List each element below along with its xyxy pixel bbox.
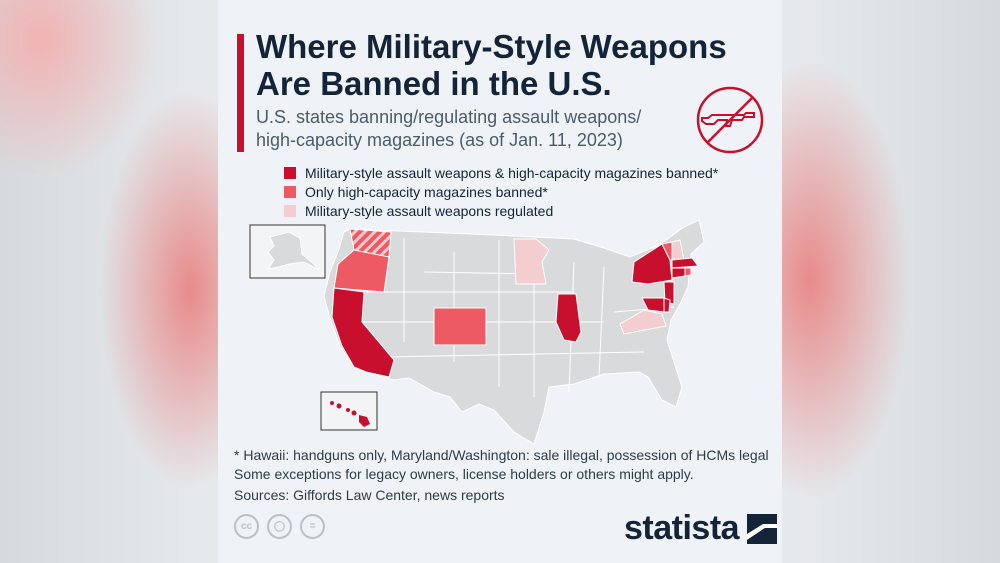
legend-label: Only high-capacity magazines banned* bbox=[305, 183, 548, 200]
legend-label: Military-style assault weapons regulated bbox=[305, 202, 554, 219]
state-oregon bbox=[333, 249, 390, 293]
state-delaware bbox=[663, 297, 671, 313]
legend: Military-style assault weapons & high-ca… bbox=[284, 163, 718, 220]
license-icons: cc ◯ = bbox=[234, 514, 325, 539]
state-connecticut bbox=[671, 267, 686, 279]
legend-item-magazines-only: Only high-capacity magazines banned* bbox=[284, 182, 718, 201]
no-rifle-icon bbox=[694, 84, 766, 161]
brand-name: statista bbox=[624, 509, 740, 547]
legend-swatch bbox=[284, 204, 296, 217]
title-accent-bar bbox=[237, 34, 244, 152]
legend-swatch bbox=[284, 185, 296, 198]
us-map bbox=[249, 219, 705, 445]
statista-mark-icon bbox=[747, 513, 778, 544]
no-derivatives-icon[interactable]: = bbox=[300, 514, 325, 539]
state-minnesota bbox=[513, 238, 550, 285]
legend-item-banned-both: Military-style assault weapons & high-ca… bbox=[284, 163, 718, 182]
state-colorado bbox=[433, 307, 487, 346]
cc-icon[interactable]: cc bbox=[234, 514, 259, 539]
state-virginia bbox=[619, 309, 667, 335]
page-subtitle: U.S. states banning/regulating assault w… bbox=[256, 107, 642, 150]
legend-label: Military-style assault weapons & high-ca… bbox=[305, 164, 719, 181]
state-rhode-island bbox=[684, 267, 692, 277]
attribution-icon[interactable]: ◯ bbox=[267, 514, 292, 539]
state-california bbox=[331, 287, 395, 378]
state-alaska bbox=[266, 231, 320, 271]
footnotes: * Hawaii: handguns only, Maryland/Washin… bbox=[234, 446, 779, 484]
footnote: Some exceptions for legacy owners, licen… bbox=[234, 466, 694, 482]
source-text: Sources: Giffords Law Center, news repor… bbox=[234, 487, 505, 503]
state-hawaii bbox=[330, 401, 370, 427]
state-massachusetts bbox=[671, 257, 699, 269]
brand-logo[interactable]: statista bbox=[624, 509, 778, 548]
page-title: Where Military-Style Weapons Are Banned … bbox=[256, 28, 727, 102]
infographic-card: Where Military-Style Weapons Are Banned … bbox=[218, 0, 782, 563]
legend-swatch bbox=[284, 166, 296, 179]
state-illinois bbox=[555, 293, 582, 343]
legend-item-regulated: Military-style assault weapons regulated bbox=[284, 201, 718, 220]
footnote: * Hawaii: handguns only, Maryland/Washin… bbox=[234, 447, 769, 463]
